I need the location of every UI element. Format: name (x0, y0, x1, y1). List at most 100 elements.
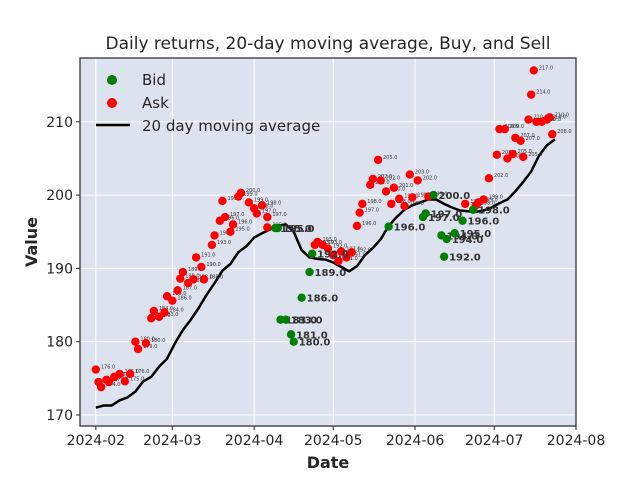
ask-point-label: 199.0 (483, 197, 497, 203)
bid-point (450, 229, 459, 238)
ask-point-label: 199.0 (227, 196, 241, 202)
bid-point-label: 192.0 (317, 250, 349, 261)
ask-point-label: 203.0 (415, 170, 429, 176)
ask-point (120, 377, 130, 386)
ask-point (355, 208, 364, 217)
bid-point (307, 249, 317, 258)
ask-point-label: 210.0 (547, 117, 561, 123)
x-tick-label: 2024-06 (386, 433, 445, 449)
bid-point (273, 223, 283, 233)
bid-point (297, 293, 306, 302)
bid-point-label: 195.0 (460, 229, 492, 240)
ask-point-label: 202.0 (386, 175, 400, 181)
ask-point-label: 187.0 (183, 285, 197, 291)
ask-point-label: 202.0 (378, 174, 392, 180)
bid-point-label: 183.0 (291, 316, 323, 327)
ask-point-label: 214.0 (536, 90, 550, 96)
ask-point (336, 247, 346, 256)
ask-point (381, 187, 391, 196)
ask-point (104, 377, 114, 387)
ask-point (395, 194, 404, 203)
ask-point (133, 344, 143, 354)
ask-point-label: 217.0 (539, 65, 553, 71)
bid-point-label: 192.0 (449, 253, 481, 264)
legend-ma-label: 20 day moving average (142, 117, 320, 135)
ask-point-label: 198.0 (267, 200, 281, 206)
bid-point (468, 205, 478, 214)
ask-layer: 176.0174.0174.0175.0175.0175.0175.0175.0… (91, 65, 572, 392)
ask-point-label: 205.0 (518, 149, 532, 155)
ask-point (400, 201, 409, 211)
bid-point (458, 216, 467, 225)
ask-point-label: 198.0 (481, 200, 495, 206)
ask-point-label: 201.0 (399, 183, 413, 189)
ask-point (342, 253, 351, 262)
bid-point-label: 196.0 (468, 217, 500, 228)
x-tick-label: 2024-02 (67, 433, 126, 449)
ask-point (226, 227, 235, 236)
ask-point-label: 175.0 (130, 376, 144, 382)
bid-point-label: 197.0 (428, 213, 460, 224)
ask-point (236, 188, 246, 198)
ask-point-label: 199.0 (489, 194, 503, 200)
ask-point (199, 275, 209, 284)
ask-point-label: 200.0 (391, 186, 405, 192)
ask-point (508, 149, 517, 159)
ask-point-label: 179.0 (143, 344, 157, 350)
ask-point (460, 199, 470, 209)
ask-point (516, 136, 525, 146)
ask-point-label: 208.0 (557, 129, 571, 135)
bid-point (286, 330, 296, 339)
ask-point (500, 124, 509, 134)
y-tick-label: 190 (46, 261, 73, 277)
ask-point (263, 212, 272, 222)
ask-point (228, 220, 238, 229)
ask-point (376, 176, 385, 185)
ask-point-label: 193.0 (320, 240, 334, 246)
ask-point-label: 207.0 (526, 136, 540, 142)
y-axis-ticks: 170 180 190 200 210 (46, 115, 80, 424)
bid-point (429, 190, 438, 200)
bid-point-label: 186.0 (307, 294, 339, 305)
ask-point-label: 197.0 (262, 208, 276, 214)
ask-point-label: 193.0 (322, 237, 336, 243)
ask-point (178, 267, 188, 277)
ask-point (147, 314, 156, 323)
x-tick-label: 2024-05 (304, 433, 363, 449)
ask-point-label: 196.0 (225, 216, 239, 222)
bid-point (439, 252, 449, 261)
ask-point (96, 382, 106, 392)
bid-point (289, 337, 298, 346)
y-tick-label: 200 (46, 188, 73, 204)
y-tick-label: 170 (46, 408, 73, 424)
ask-point-label: 196.0 (238, 219, 252, 225)
bid-point (281, 315, 290, 324)
chart-title: Daily returns, 20-day moving average, Bu… (105, 34, 550, 54)
ask-point-label: 191.0 (201, 252, 215, 258)
ask-point (526, 90, 536, 99)
x-tick-label: 2024-03 (143, 433, 202, 449)
ask-point-label: 191.0 (344, 256, 358, 262)
bid-point-label: 198.0 (478, 206, 510, 217)
ask-point (545, 113, 554, 122)
ask-point-label: 195.0 (235, 227, 249, 233)
x-tick-label: 2024-07 (465, 433, 524, 449)
bid-point (305, 267, 314, 277)
bid-point-label: 195.0 (283, 224, 315, 235)
ask-point (115, 369, 124, 379)
ask-point-label: 180.0 (151, 338, 165, 344)
ask-point-label: 210.0 (552, 115, 566, 121)
legend: Bid Ask 20 day moving average (96, 71, 320, 135)
bid-point-label: 194.0 (452, 235, 484, 246)
y-axis-label: Value (22, 217, 41, 267)
ask-point (479, 195, 488, 204)
ask-point (173, 286, 182, 295)
ask-point-label: 190.0 (206, 262, 220, 268)
ask-point (484, 174, 494, 183)
ask-point (323, 244, 333, 253)
ask-point-label: 189.0 (188, 267, 202, 273)
bid-point-label: 200.0 (439, 191, 471, 202)
moving-average-layer (95, 138, 556, 409)
ask-point (131, 337, 140, 346)
